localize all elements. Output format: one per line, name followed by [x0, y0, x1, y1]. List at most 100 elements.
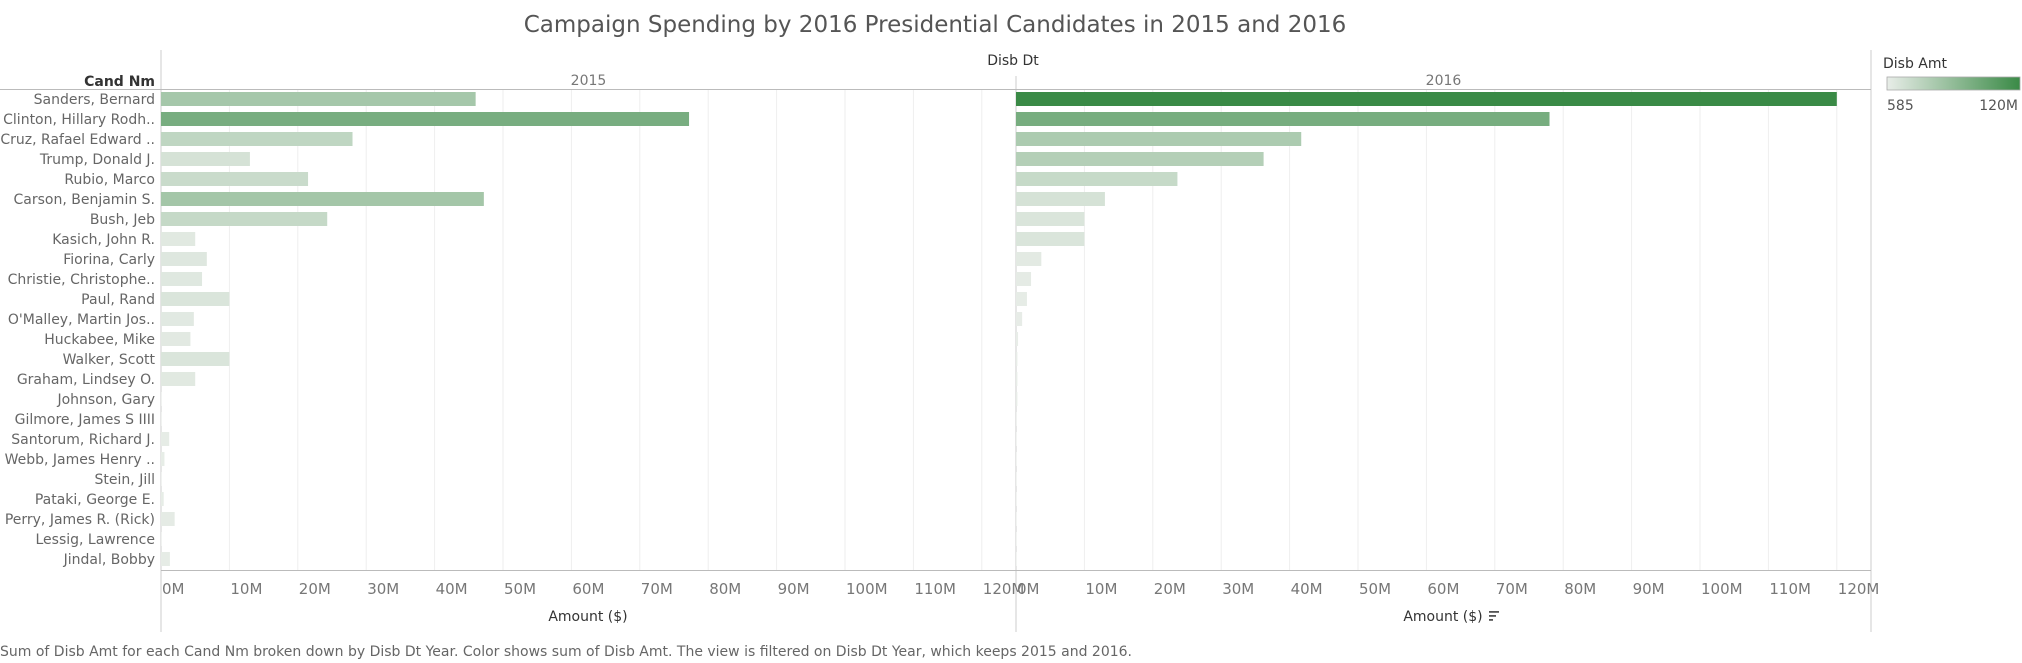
bars: [161, 92, 1837, 566]
bar-2015-7[interactable]: [161, 232, 196, 246]
category-labels: Sanders, Bernard Clinton, Hillary Rodh.. C…: [0, 92, 155, 568]
bar-2016-4[interactable]: [1016, 172, 1178, 186]
bar-2016-13[interactable]: [1016, 352, 1018, 366]
bar-2015-21[interactable]: [161, 512, 175, 526]
category-label: Lessig, Lawrence: [35, 532, 155, 548]
x-axis-label-2016: Amount ($): [1403, 609, 1482, 625]
category-label: Santorum, Richard J.: [11, 432, 155, 448]
bar-2015-5[interactable]: [161, 192, 484, 206]
bar-2015-8[interactable]: [161, 252, 207, 266]
x-tick-label: 120M: [983, 580, 1025, 598]
bar-2016-5[interactable]: [1016, 192, 1105, 206]
bar-2016-2[interactable]: [1016, 132, 1302, 146]
category-label: Sanders, Bernard: [34, 92, 155, 108]
year-header-2015: 2015: [571, 73, 607, 89]
gridlines: [228, 89, 1838, 570]
bar-2016-6[interactable]: [1016, 212, 1085, 226]
bar-2016-21[interactable]: [1016, 512, 1017, 526]
bar-2015-6[interactable]: [161, 212, 328, 226]
x-tick-label: 40M: [1291, 580, 1323, 598]
bar-2015-17[interactable]: [161, 432, 170, 446]
category-label: Gilmore, James S IIII: [15, 412, 155, 428]
bar-2016-7[interactable]: [1016, 232, 1085, 246]
x-tick-label: 50M: [504, 580, 536, 598]
bar-2016-14[interactable]: [1016, 372, 1018, 386]
x-tick-label: 30M: [367, 580, 399, 598]
bar-2015-10[interactable]: [161, 292, 230, 306]
bar-2016-15[interactable]: [1016, 392, 1018, 406]
bar-2016-17[interactable]: [1016, 432, 1017, 446]
x-tick-label: 100M: [1701, 580, 1743, 598]
category-label: Carson, Benjamin S.: [14, 192, 156, 208]
bar-2016-11[interactable]: [1016, 312, 1023, 326]
category-label: Rubio, Marco: [64, 172, 155, 188]
bar-2015-18[interactable]: [161, 452, 165, 466]
bar-2016-0[interactable]: [1016, 92, 1837, 106]
bar-2015-16[interactable]: [161, 412, 162, 426]
x-tick-label: 0M: [1017, 580, 1040, 598]
x-tick-label: 20M: [299, 580, 331, 598]
bar-2015-14[interactable]: [161, 372, 196, 386]
bar-2015-19[interactable]: [161, 472, 162, 486]
bar-2016-10[interactable]: [1016, 292, 1027, 306]
bar-2016-19[interactable]: [1016, 472, 1017, 486]
bar-2016-8[interactable]: [1016, 252, 1042, 266]
category-label: Webb, James Henry ..: [5, 452, 155, 468]
x-tick-label: 100M: [846, 580, 888, 598]
x-axis-label-2015: Amount ($): [548, 609, 627, 625]
category-label: Jindal, Bobby: [63, 552, 155, 568]
bar-2015-11[interactable]: [161, 312, 194, 326]
x-tick-label: 60M: [1427, 580, 1459, 598]
axis-ticks: 0M 10M 20M 30M 40M 50M 60M 70M 80M 90M 100M 110M 120…: [162, 580, 1879, 598]
year-header-2016: 2016: [1426, 73, 1462, 89]
category-label: Clinton, Hillary Rodh..: [3, 112, 155, 128]
footnote: Sum of Disb Amt for each Cand Nm broken …: [0, 644, 1132, 660]
x-tick-label: 50M: [1359, 580, 1391, 598]
bar-2015-1[interactable]: [161, 112, 690, 126]
row-header: Cand Nm: [84, 74, 155, 90]
category-label: Christie, Christophe..: [8, 272, 155, 288]
bar-2015-13[interactable]: [161, 352, 230, 366]
bar-2016-12[interactable]: [1016, 332, 1019, 346]
bar-2016-1[interactable]: [1016, 112, 1550, 126]
x-tick-label: 80M: [709, 580, 741, 598]
x-tick-label: 0M: [162, 580, 185, 598]
bar-2016-16[interactable]: [1016, 412, 1017, 426]
chart-title: Campaign Spending by 2016 Presidential C…: [524, 12, 1347, 38]
bar-2015-9[interactable]: [161, 272, 203, 286]
category-label: Bush, Jeb: [90, 212, 155, 228]
bar-2016-20[interactable]: [1016, 492, 1017, 506]
x-tick-label: 70M: [1496, 580, 1528, 598]
category-label: Walker, Scott: [63, 352, 156, 368]
bar-2015-2[interactable]: [161, 132, 353, 146]
legend-max-label: 120M: [1979, 98, 2018, 114]
bar-2015-20[interactable]: [161, 492, 164, 506]
bar-2015-23[interactable]: [161, 552, 170, 566]
category-label: Huckabee, Mike: [44, 332, 155, 348]
bar-2015-12[interactable]: [161, 332, 191, 346]
bar-2015-4[interactable]: [161, 172, 309, 186]
x-tick-label: 10M: [230, 580, 262, 598]
bar-2015-0[interactable]: [161, 92, 476, 106]
x-tick-label: 80M: [1564, 580, 1596, 598]
category-label: Cruz, Rafael Edward ..: [0, 132, 155, 148]
bar-2016-22[interactable]: [1016, 532, 1017, 546]
bar-2016-23[interactable]: [1016, 552, 1017, 566]
bar-2016-18[interactable]: [1016, 452, 1017, 466]
bar-2015-22[interactable]: [161, 532, 162, 546]
x-tick-label: 40M: [436, 580, 468, 598]
bar-2015-15[interactable]: [161, 392, 162, 406]
category-label: Perry, James R. (Rick): [5, 512, 155, 528]
x-tick-label: 10M: [1085, 580, 1117, 598]
bar-2016-9[interactable]: [1016, 272, 1032, 286]
x-tick-label: 30M: [1222, 580, 1254, 598]
sort-icon[interactable]: [1489, 611, 1499, 621]
x-tick-label: 90M: [1633, 580, 1665, 598]
category-label: O'Malley, Martin Jos..: [8, 312, 155, 328]
legend-gradient: [1886, 76, 2021, 91]
category-label: Trump, Donald J.: [39, 152, 155, 168]
x-tick-label: 60M: [572, 580, 604, 598]
bar-2016-3[interactable]: [1016, 152, 1264, 166]
bar-2015-3[interactable]: [161, 152, 250, 166]
